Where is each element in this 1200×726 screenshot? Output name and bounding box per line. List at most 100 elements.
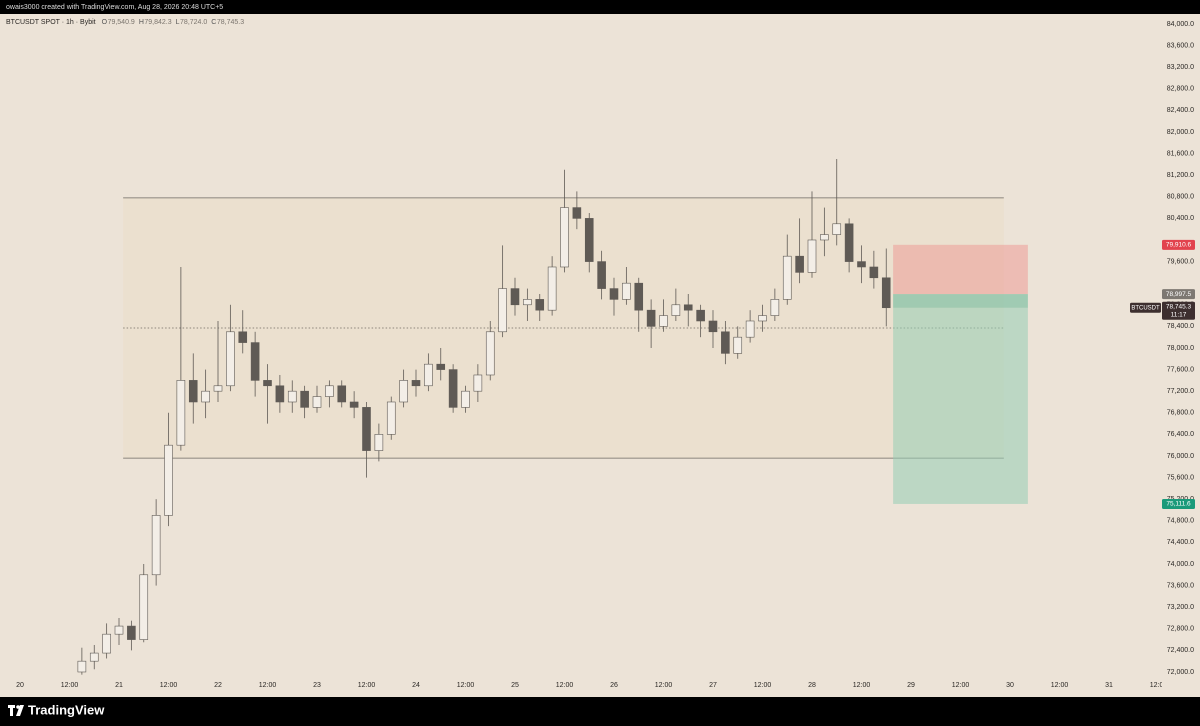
x-tick-label: 22	[214, 682, 222, 689]
y-tick-label: 72,400.0	[1167, 647, 1194, 654]
credit: owais3000 created with TradingView.com, …	[6, 4, 223, 11]
y-tick-label: 74,800.0	[1167, 518, 1194, 525]
candle-body	[721, 331, 730, 354]
candle-body	[708, 320, 718, 333]
candle-body	[424, 363, 433, 387]
stop-label: 79,910.6	[1166, 242, 1192, 249]
legend-value: 78,724.0	[180, 19, 207, 26]
candle-body	[609, 288, 619, 300]
candle-body	[857, 261, 866, 268]
x-tick-label: 12:00	[1051, 682, 1069, 689]
x-tick-label: 12:00	[61, 682, 79, 689]
y-tick-label: 74,400.0	[1167, 539, 1194, 546]
candle-body	[498, 288, 507, 333]
candle-body	[523, 299, 532, 306]
x-tick-label: 12:00	[754, 682, 772, 689]
candle-body	[671, 304, 681, 316]
target-zone	[893, 294, 1028, 504]
y-tick-label: 75,600.0	[1167, 474, 1194, 481]
candle-body	[337, 385, 347, 403]
target-label: 75,111.6	[1166, 501, 1191, 508]
last-price-label: 78,745.3	[1166, 303, 1192, 310]
candle-body	[226, 331, 235, 387]
candle-body	[114, 625, 124, 635]
candle-body	[127, 625, 136, 640]
legend-value: 79,540.9	[108, 19, 135, 26]
stop-zone	[893, 244, 1028, 295]
candle-body	[622, 282, 631, 300]
y-tick-label: 76,800.0	[1167, 410, 1194, 417]
entry-label-box	[1162, 289, 1195, 300]
candle-body	[349, 401, 359, 408]
candle-body	[745, 320, 755, 338]
candle-body	[473, 374, 483, 392]
candle-body	[646, 309, 656, 327]
candle-body	[535, 299, 545, 311]
candle-body	[188, 380, 198, 403]
legend-key: L	[176, 19, 180, 26]
candle-body	[597, 261, 606, 289]
candle-body	[634, 282, 644, 311]
y-tick-label: 82,800.0	[1167, 86, 1194, 93]
x-tick-label: 25	[511, 682, 519, 689]
candle-body	[485, 331, 495, 376]
entry-label: 78,997.5	[1166, 291, 1192, 298]
open-pnl-zone	[893, 294, 1028, 308]
x-tick-label: 31	[1105, 682, 1113, 689]
candle-body	[374, 434, 384, 451]
y-tick-label: 80,800.0	[1167, 194, 1194, 201]
candle-body	[807, 239, 817, 273]
y-tick-label: 77,600.0	[1167, 366, 1194, 373]
chart-title: BTCUSDT SPOT · 1h · Bybit	[6, 19, 96, 26]
candle-body	[782, 255, 792, 300]
brand-logo	[8, 705, 24, 716]
x-tick-label: 21	[115, 682, 123, 689]
x-tick-label: 12:00	[655, 682, 673, 689]
candle-body	[201, 390, 210, 403]
x-tick-label: 12:00	[952, 682, 970, 689]
x-tick-label: 28	[808, 682, 816, 689]
x-tick-label: 20	[16, 682, 24, 689]
candle-body	[448, 369, 458, 408]
legend-key: H	[139, 19, 144, 26]
x-tick-label: 30	[1006, 682, 1014, 689]
candle-body	[510, 288, 520, 306]
candle-body	[869, 266, 879, 279]
y-tick-label: 72,000.0	[1167, 669, 1194, 676]
brand: TradingView	[28, 702, 105, 717]
top-bar	[0, 0, 1200, 14]
target-label-box	[1162, 498, 1195, 509]
candle-body	[659, 315, 668, 327]
candle-body	[250, 342, 260, 381]
candle-body	[362, 407, 371, 451]
candle-body	[325, 385, 334, 397]
candle-body	[287, 390, 297, 403]
candle-body	[275, 385, 285, 403]
candle-body	[572, 207, 582, 219]
countdown-label: 11:17	[1171, 311, 1187, 318]
x-tick-label: 23	[313, 682, 321, 689]
last-price-box	[1162, 301, 1195, 320]
candle-body	[584, 218, 594, 262]
x-tick-label: 29	[907, 682, 915, 689]
footer-bar	[0, 697, 1200, 726]
x-tick-label: 26	[610, 682, 618, 689]
candle-body	[139, 574, 149, 640]
x-tick-label: 12:00	[1150, 682, 1168, 689]
x-tick-label: 12:00	[556, 682, 574, 689]
candle-body	[176, 380, 186, 446]
candle-body	[300, 390, 309, 408]
candle-body	[461, 390, 470, 408]
candle-body	[151, 515, 161, 576]
candle-body	[89, 652, 99, 662]
x-tick-label: 12:00	[160, 682, 178, 689]
legend-value: 79,842.3	[144, 19, 171, 26]
candle-body	[411, 380, 421, 387]
time-axis: 20 12:00 21 12:00 22 12:00 23 12:00 24 12:00 25 12:…	[16, 682, 1168, 689]
x-tick-label: 12:00	[457, 682, 475, 689]
symbol-label: BTCUSDT	[1131, 305, 1160, 311]
candle-body	[547, 266, 557, 311]
x-tick-label: 12:00	[259, 682, 277, 689]
